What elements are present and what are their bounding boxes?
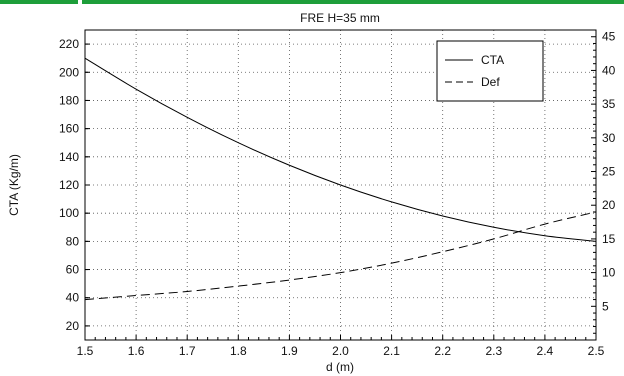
x-tick-label: 1.7 [179, 344, 196, 358]
top-accent-segment-right [82, 0, 624, 4]
series-lines [84, 57, 597, 301]
series-line-def [84, 211, 597, 301]
y-tick-label: 140 [59, 150, 79, 164]
legend-label-cta: CTA [481, 53, 504, 67]
x-tick-label: 2.5 [588, 344, 605, 358]
chart-legend: CTA Def [436, 40, 544, 102]
y2-tick-label: 45 [602, 30, 616, 44]
x-tick-label: 2.1 [383, 344, 400, 358]
x-tick-label: 1.6 [128, 344, 145, 358]
series-line-cta [84, 57, 597, 242]
x-axis-label: d (m) [326, 360, 354, 374]
x-tick-label: 1.8 [230, 344, 247, 358]
x-tick-label: 2.3 [485, 344, 502, 358]
y-tick-label: 80 [66, 234, 80, 248]
axis-ticks: 1.5 1.6 1.7 1.8 1.9 2.0 2.1 2.2 2.3 2.4 2.5 20 40 60 8… [59, 30, 616, 358]
plot-frame [84, 29, 597, 341]
y-tick-label: 40 [66, 291, 80, 305]
y2-tick-label: 20 [602, 198, 616, 212]
y-tick-label: 120 [59, 178, 79, 192]
y-tick-label: 100 [59, 206, 79, 220]
top-accent-segment-left [0, 0, 78, 4]
y2-tick-label: 10 [602, 266, 616, 280]
y-tick-label: 220 [59, 37, 79, 51]
y-tick-label: 160 [59, 122, 79, 136]
y-tick-label: 20 [66, 319, 80, 333]
x-tick-label: 2.2 [434, 344, 451, 358]
y2-tick-label: 5 [602, 299, 609, 313]
y-tick-label: 200 [59, 65, 79, 79]
y-axis-label: CTA (Kg/m) [7, 154, 21, 216]
x-tick-label: 1.5 [77, 344, 94, 358]
x-tick-label: 2.4 [537, 344, 554, 358]
x-tick-label: 2.0 [332, 344, 349, 358]
legend-label-def: Def [481, 75, 500, 89]
y2-tick-label: 30 [602, 131, 616, 145]
top-accent-bar [0, 0, 624, 6]
y2-tick-label: 25 [602, 165, 616, 179]
y-tick-label: 180 [59, 93, 79, 107]
y2-tick-label: 35 [602, 97, 616, 111]
y-tick-label: 60 [66, 263, 80, 277]
legend-box [436, 40, 544, 102]
chart-title: FRE H=35 mm [300, 11, 380, 25]
x-tick-label: 1.9 [281, 344, 298, 358]
y2-tick-label: 40 [602, 63, 616, 77]
y2-tick-label: 15 [602, 232, 616, 246]
